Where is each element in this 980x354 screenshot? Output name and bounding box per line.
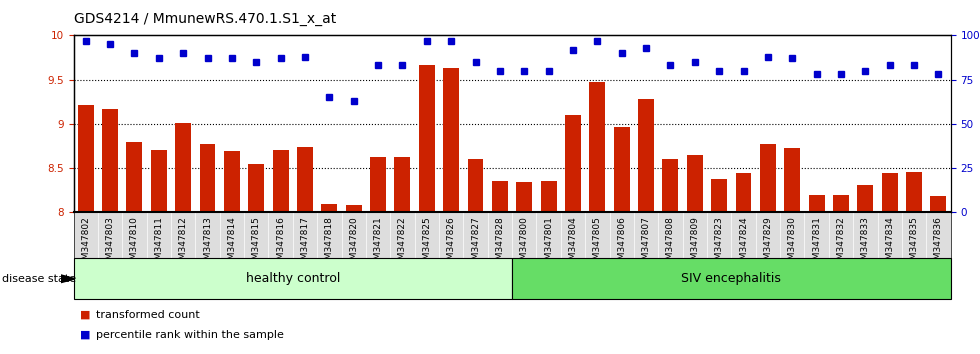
Text: GSM347815: GSM347815 (252, 216, 261, 271)
Bar (589, 82, 606, 212)
Text: GSM347834: GSM347834 (885, 216, 894, 271)
Text: GSM347810: GSM347810 (130, 216, 139, 271)
Text: GSM347814: GSM347814 (227, 216, 236, 271)
Bar (151, 150, 167, 212)
Text: GSM347833: GSM347833 (860, 216, 870, 271)
Bar (492, 181, 508, 212)
Text: GSM347806: GSM347806 (617, 216, 626, 271)
Bar (808, 195, 824, 212)
Text: GSM347802: GSM347802 (81, 216, 90, 271)
Bar (297, 147, 313, 212)
Text: ■: ■ (80, 310, 91, 320)
Bar (200, 144, 216, 212)
Bar (395, 156, 411, 212)
Bar (662, 159, 678, 212)
Text: GSM347827: GSM347827 (471, 216, 480, 271)
Text: GSM347832: GSM347832 (837, 216, 846, 271)
Bar (613, 126, 629, 212)
Bar (175, 123, 191, 212)
Text: GSM347812: GSM347812 (178, 216, 187, 271)
Bar (248, 164, 265, 212)
Bar (882, 173, 898, 212)
Text: ■: ■ (80, 330, 91, 339)
Text: GSM347822: GSM347822 (398, 216, 407, 271)
Text: GSM347801: GSM347801 (544, 216, 553, 271)
Text: GSM347826: GSM347826 (447, 216, 456, 271)
Bar (736, 173, 752, 212)
Text: GSM347835: GSM347835 (909, 216, 918, 271)
Text: GSM347805: GSM347805 (593, 216, 602, 271)
Text: GSM347818: GSM347818 (324, 216, 334, 271)
Bar (321, 204, 337, 212)
Text: GSM347807: GSM347807 (642, 216, 651, 271)
Bar (346, 205, 362, 212)
Text: healthy control: healthy control (246, 272, 340, 285)
Text: GSM347823: GSM347823 (714, 216, 723, 271)
Bar (467, 159, 483, 212)
Bar (565, 115, 581, 212)
Bar (74, 258, 512, 299)
Text: percentile rank within the sample: percentile rank within the sample (96, 330, 284, 339)
Text: GSM347808: GSM347808 (666, 216, 675, 271)
Text: GSM347804: GSM347804 (568, 216, 577, 271)
Bar (638, 99, 654, 212)
Text: SIV encephalitis: SIV encephalitis (681, 272, 781, 285)
Text: GSM347824: GSM347824 (739, 216, 748, 271)
Bar (418, 64, 435, 212)
Text: GSM347820: GSM347820 (349, 216, 358, 271)
Bar (126, 143, 142, 212)
Bar (833, 195, 849, 212)
Bar (77, 105, 94, 212)
Bar (443, 68, 459, 212)
Bar (760, 144, 776, 212)
Bar (784, 148, 800, 212)
Text: GSM347803: GSM347803 (106, 216, 115, 271)
Text: transformed count: transformed count (96, 310, 200, 320)
Text: GSM347800: GSM347800 (519, 216, 529, 271)
Bar (102, 109, 118, 212)
Text: GSM347817: GSM347817 (301, 216, 310, 271)
Bar (906, 172, 922, 212)
Bar (541, 181, 557, 212)
Bar (272, 150, 288, 212)
Bar (512, 258, 951, 299)
Text: GSM347813: GSM347813 (203, 216, 212, 271)
Text: GSM347830: GSM347830 (788, 216, 797, 271)
Text: GDS4214 / MmunewRS.470.1.S1_x_at: GDS4214 / MmunewRS.470.1.S1_x_at (74, 12, 336, 27)
Text: GSM347816: GSM347816 (276, 216, 285, 271)
Bar (711, 179, 727, 212)
Bar (224, 152, 240, 212)
Bar (370, 156, 386, 212)
Text: GSM347811: GSM347811 (154, 216, 164, 271)
Bar (930, 196, 947, 212)
Text: GSM347821: GSM347821 (373, 216, 382, 271)
Text: GSM347831: GSM347831 (812, 216, 821, 271)
Bar (516, 182, 532, 212)
Bar (687, 155, 703, 212)
Polygon shape (61, 275, 75, 282)
Text: GSM347825: GSM347825 (422, 216, 431, 271)
Text: disease state: disease state (2, 274, 76, 284)
Text: GSM347836: GSM347836 (934, 216, 943, 271)
Bar (858, 185, 873, 212)
Text: GSM347829: GSM347829 (763, 216, 772, 271)
Text: GSM347828: GSM347828 (495, 216, 505, 271)
Text: GSM347809: GSM347809 (690, 216, 700, 271)
